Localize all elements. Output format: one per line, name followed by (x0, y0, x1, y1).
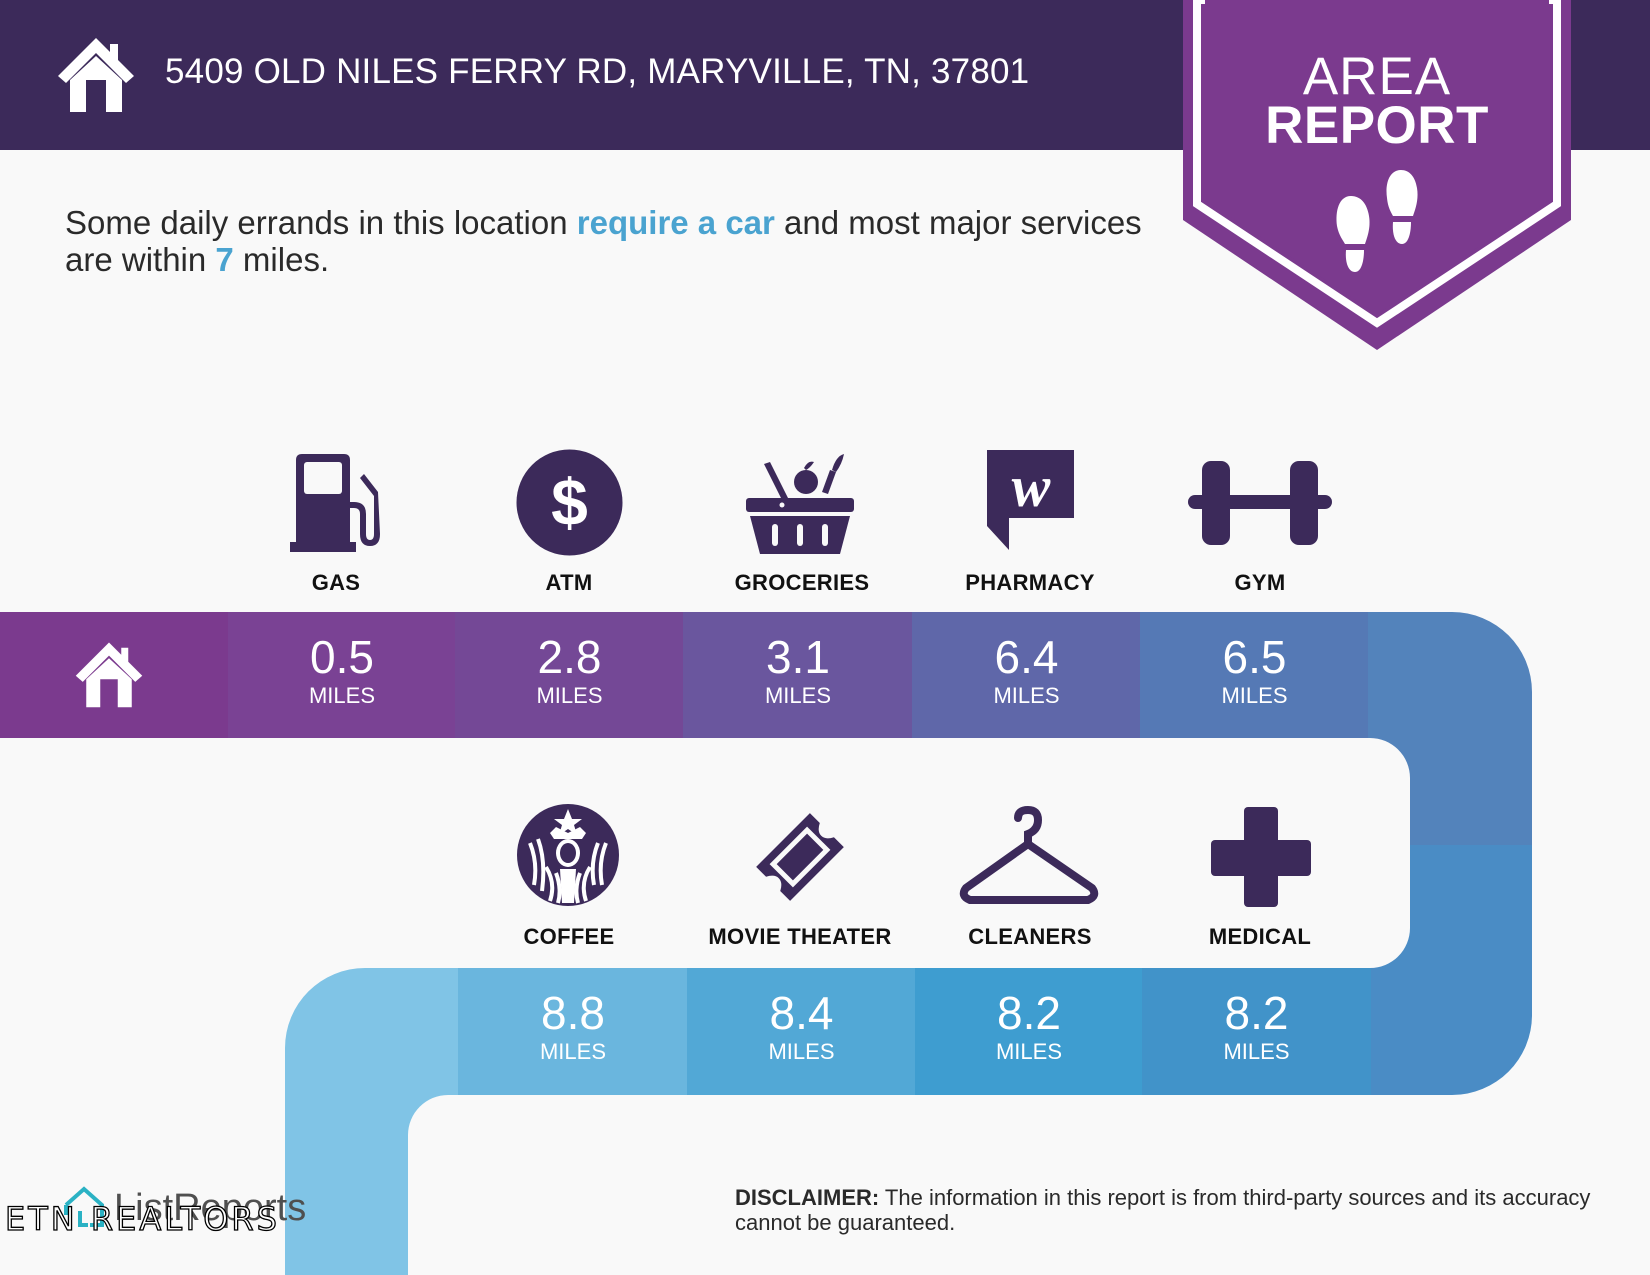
movie-ticket-icon (756, 813, 844, 901)
area-report-badge: AREA REPORT (1183, 0, 1571, 352)
highlight-require-car: require a car (576, 204, 775, 241)
listreports-house-icon (64, 1186, 104, 1227)
etn-realtors-logo: ETN REALTORS (4, 1199, 280, 1238)
starbucks-logo-icon (517, 804, 619, 906)
label-medical: MEDICAL (1208, 924, 1312, 949)
distance-gas: 0.5 MILES (308, 631, 376, 708)
dumbbell-icon (1188, 461, 1332, 545)
property-address: 5409 OLD NILES FERRY RD, MARYVILLE, TN, … (165, 52, 1030, 91)
label-gas: GAS (311, 570, 361, 595)
distance-pharmacy: 6.4 MILES (993, 631, 1060, 708)
disclaimer-label: DISCLAIMER: (735, 1185, 880, 1210)
grocery-basket-icon (746, 454, 854, 554)
distance-gym: 6.5 MILES (1221, 631, 1288, 708)
svg-text:$: $ (551, 465, 588, 539)
label-cleaners: CLEANERS (968, 924, 1092, 949)
distance-coffee: 8.8 MILES (539, 987, 607, 1064)
hanger-icon (959, 806, 1099, 904)
gas-pump-icon (290, 454, 380, 552)
distance-medical: 8.2 MILES (1223, 987, 1290, 1064)
walgreens-logo-icon: w (987, 450, 1074, 550)
disclaimer: DISCLAIMER: The information in this repo… (735, 1185, 1595, 1235)
distance-groceries: 3.1 MILES (764, 631, 832, 708)
house-icon (58, 38, 134, 112)
distance-atm: 2.8 MILES (536, 631, 603, 708)
medical-cross-icon (1211, 807, 1311, 907)
footprints-icon (1336, 170, 1418, 272)
svg-text:w: w (1012, 454, 1051, 519)
badge-title: AREA REPORT (1265, 47, 1489, 155)
start-house-icon (75, 642, 143, 708)
intro-text: Some daily errands in this location requ… (65, 204, 1142, 278)
label-gym: GYM (1234, 570, 1286, 595)
distance-cleaners: 8.2 MILES (995, 987, 1063, 1064)
dollar-coin-icon: $ (516, 449, 623, 556)
highlight-miles: 7 (215, 241, 234, 278)
distance-movie-theater: 8.4 MILES (768, 987, 835, 1064)
label-coffee: COFFEE (523, 924, 615, 949)
label-atm: ATM (545, 570, 593, 595)
disclaimer-text: The information in this report is from t… (735, 1185, 1591, 1235)
label-groceries: GROCERIES (734, 570, 870, 595)
label-movie-theater: MOVIE THEATER (708, 924, 892, 949)
label-pharmacy: PHARMACY (965, 570, 1095, 595)
